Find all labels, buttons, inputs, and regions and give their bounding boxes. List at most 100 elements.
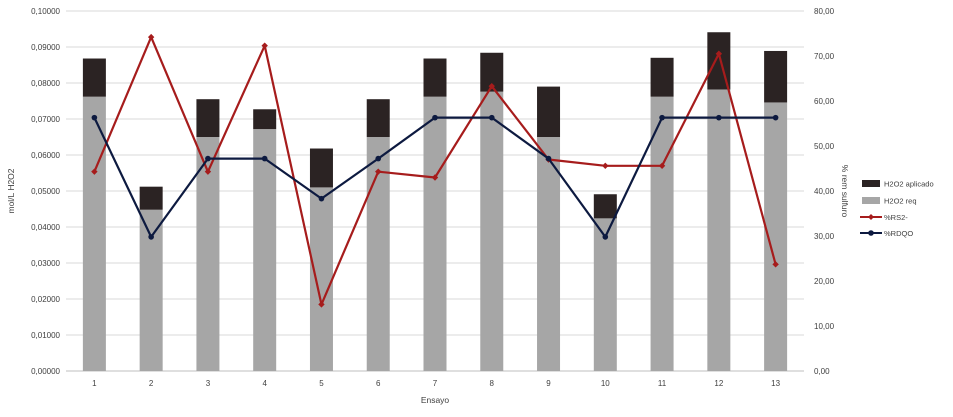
x-tick-label: 1 <box>92 379 97 388</box>
marker-rs2 <box>261 42 268 49</box>
left-y-tick-label: 0,08000 <box>31 79 60 88</box>
legend-label-rs2: %RS2- <box>884 213 908 222</box>
marker-rdqo <box>659 114 665 121</box>
marker-rs2 <box>431 174 439 181</box>
marker-rdqo <box>148 234 154 240</box>
bar-h2o2-aplicado <box>139 186 163 210</box>
bar-h2o2-req <box>196 137 220 371</box>
marker-rs2 <box>204 168 212 175</box>
marker-rs2 <box>147 33 155 41</box>
bar-h2o2-aplicado <box>196 99 220 137</box>
bar-h2o2-req <box>480 91 504 371</box>
marker-rdqo <box>91 114 98 121</box>
marker-rdqo <box>261 155 268 162</box>
legend-swatch-h2o2-req <box>862 197 880 204</box>
x-axis-title: Ensayo <box>421 395 450 405</box>
left-y-tick-label: 0,07000 <box>31 115 60 124</box>
left-y-tick-label: 0,06000 <box>31 151 60 160</box>
marker-rdqo <box>318 195 325 202</box>
marker-rs2 <box>602 162 609 169</box>
left-y-tick-label: 0,10000 <box>31 7 60 16</box>
bar-h2o2-req <box>764 102 788 371</box>
left-y-tick-label: 0,03000 <box>31 259 60 268</box>
left-y-tick-label: 0,02000 <box>31 295 60 304</box>
bar-h2o2-req <box>253 129 277 371</box>
x-tick-label: 7 <box>433 379 438 388</box>
x-tick-label: 4 <box>262 379 267 388</box>
marker-rs2 <box>715 50 723 57</box>
legend-swatch-h2o2-aplicado <box>862 180 880 187</box>
right-y-tick-label: 30,00 <box>814 232 835 241</box>
right-y-tick-label: 50,00 <box>814 142 835 151</box>
right-y-tick-label: 60,00 <box>814 97 835 106</box>
bar-h2o2-req <box>707 89 731 371</box>
left-y-tick-label: 0,01000 <box>31 331 60 340</box>
bar-h2o2-req <box>423 96 447 372</box>
marker-rs2 <box>375 168 382 175</box>
x-tick-label: 13 <box>771 379 780 388</box>
legend: H2O2 aplicado H2O2 req %RS2- %RDQO <box>860 180 934 238</box>
marker-rs2 <box>488 82 495 90</box>
bar-h2o2-aplicado <box>593 194 617 219</box>
marker-rdqo <box>488 114 495 121</box>
x-tick-label: 12 <box>714 379 723 388</box>
x-tick-label: 8 <box>490 379 495 388</box>
bar-h2o2-aplicado <box>366 99 390 137</box>
x-tick-label: 9 <box>546 379 551 388</box>
right-y-tick-label: 40,00 <box>814 187 835 196</box>
right-y-tick-label: 20,00 <box>814 277 835 286</box>
bar-h2o2-aplicado <box>253 109 277 130</box>
legend-label-rdqo: %RDQO <box>884 229 913 238</box>
x-tick-label: 2 <box>149 379 154 388</box>
bar-h2o2-aplicado <box>82 58 106 97</box>
x-tick-label: 10 <box>601 379 610 388</box>
bar-h2o2-req <box>537 137 561 371</box>
marker-rs2 <box>772 261 779 268</box>
marker-rdqo <box>545 155 552 162</box>
legend-label-h2o2-aplicado: H2O2 aplicado <box>884 180 934 189</box>
right-y-tick-label: 0,00 <box>814 367 830 376</box>
bar-h2o2-aplicado <box>480 52 504 92</box>
marker-rdqo <box>432 114 438 121</box>
legend-label-h2o2-req: H2O2 req <box>884 197 917 206</box>
right-y-tick-label: 10,00 <box>814 322 835 331</box>
left-y-axis-title: mol/L H2O2 <box>6 168 16 213</box>
marker-rs2 <box>318 301 325 308</box>
bar-h2o2-req <box>309 187 333 371</box>
left-y-tick-label: 0,00000 <box>31 367 60 376</box>
x-tick-label: 3 <box>206 379 211 388</box>
left-y-tick-label: 0,09000 <box>31 43 60 52</box>
marker-rdqo <box>205 155 211 162</box>
bar-h2o2-aplicado <box>309 148 333 188</box>
legend-marker-rs2 <box>868 214 874 220</box>
marker-rdqo <box>375 155 382 162</box>
marker-rdqo <box>716 114 722 121</box>
bar-h2o2-aplicado <box>650 57 674 97</box>
bar-h2o2-aplicado <box>423 58 447 97</box>
right-y-axis-title: % rem sulfuro <box>840 165 850 218</box>
x-tick-label: 11 <box>658 379 667 388</box>
right-y-tick-label: 80,00 <box>814 7 835 16</box>
bar-h2o2-req <box>650 96 674 372</box>
right-y-tick-label: 70,00 <box>814 52 835 61</box>
marker-rs2 <box>91 168 98 175</box>
bar-h2o2-req <box>82 96 106 372</box>
left-y-tick-label: 0,05000 <box>31 187 60 196</box>
bars <box>82 32 788 372</box>
bar-h2o2-req <box>593 218 617 371</box>
legend-marker-rdqo <box>868 230 874 236</box>
bar-h2o2-aplicado <box>764 50 788 103</box>
x-tick-label: 5 <box>319 379 324 388</box>
bar-h2o2-req <box>139 209 163 371</box>
series-lines <box>91 33 779 308</box>
bar-h2o2-aplicado <box>537 86 561 137</box>
x-tick-label: 6 <box>376 379 381 388</box>
left-y-tick-label: 0,04000 <box>31 223 60 232</box>
tick-labels: 0,00000 0,01000 0,02000 0,03000 0,04000 0,050… <box>31 7 834 388</box>
marker-rdqo <box>602 234 609 240</box>
marker-rdqo <box>772 114 779 121</box>
bar-h2o2-req <box>366 137 390 371</box>
marker-rs2 <box>658 162 666 169</box>
